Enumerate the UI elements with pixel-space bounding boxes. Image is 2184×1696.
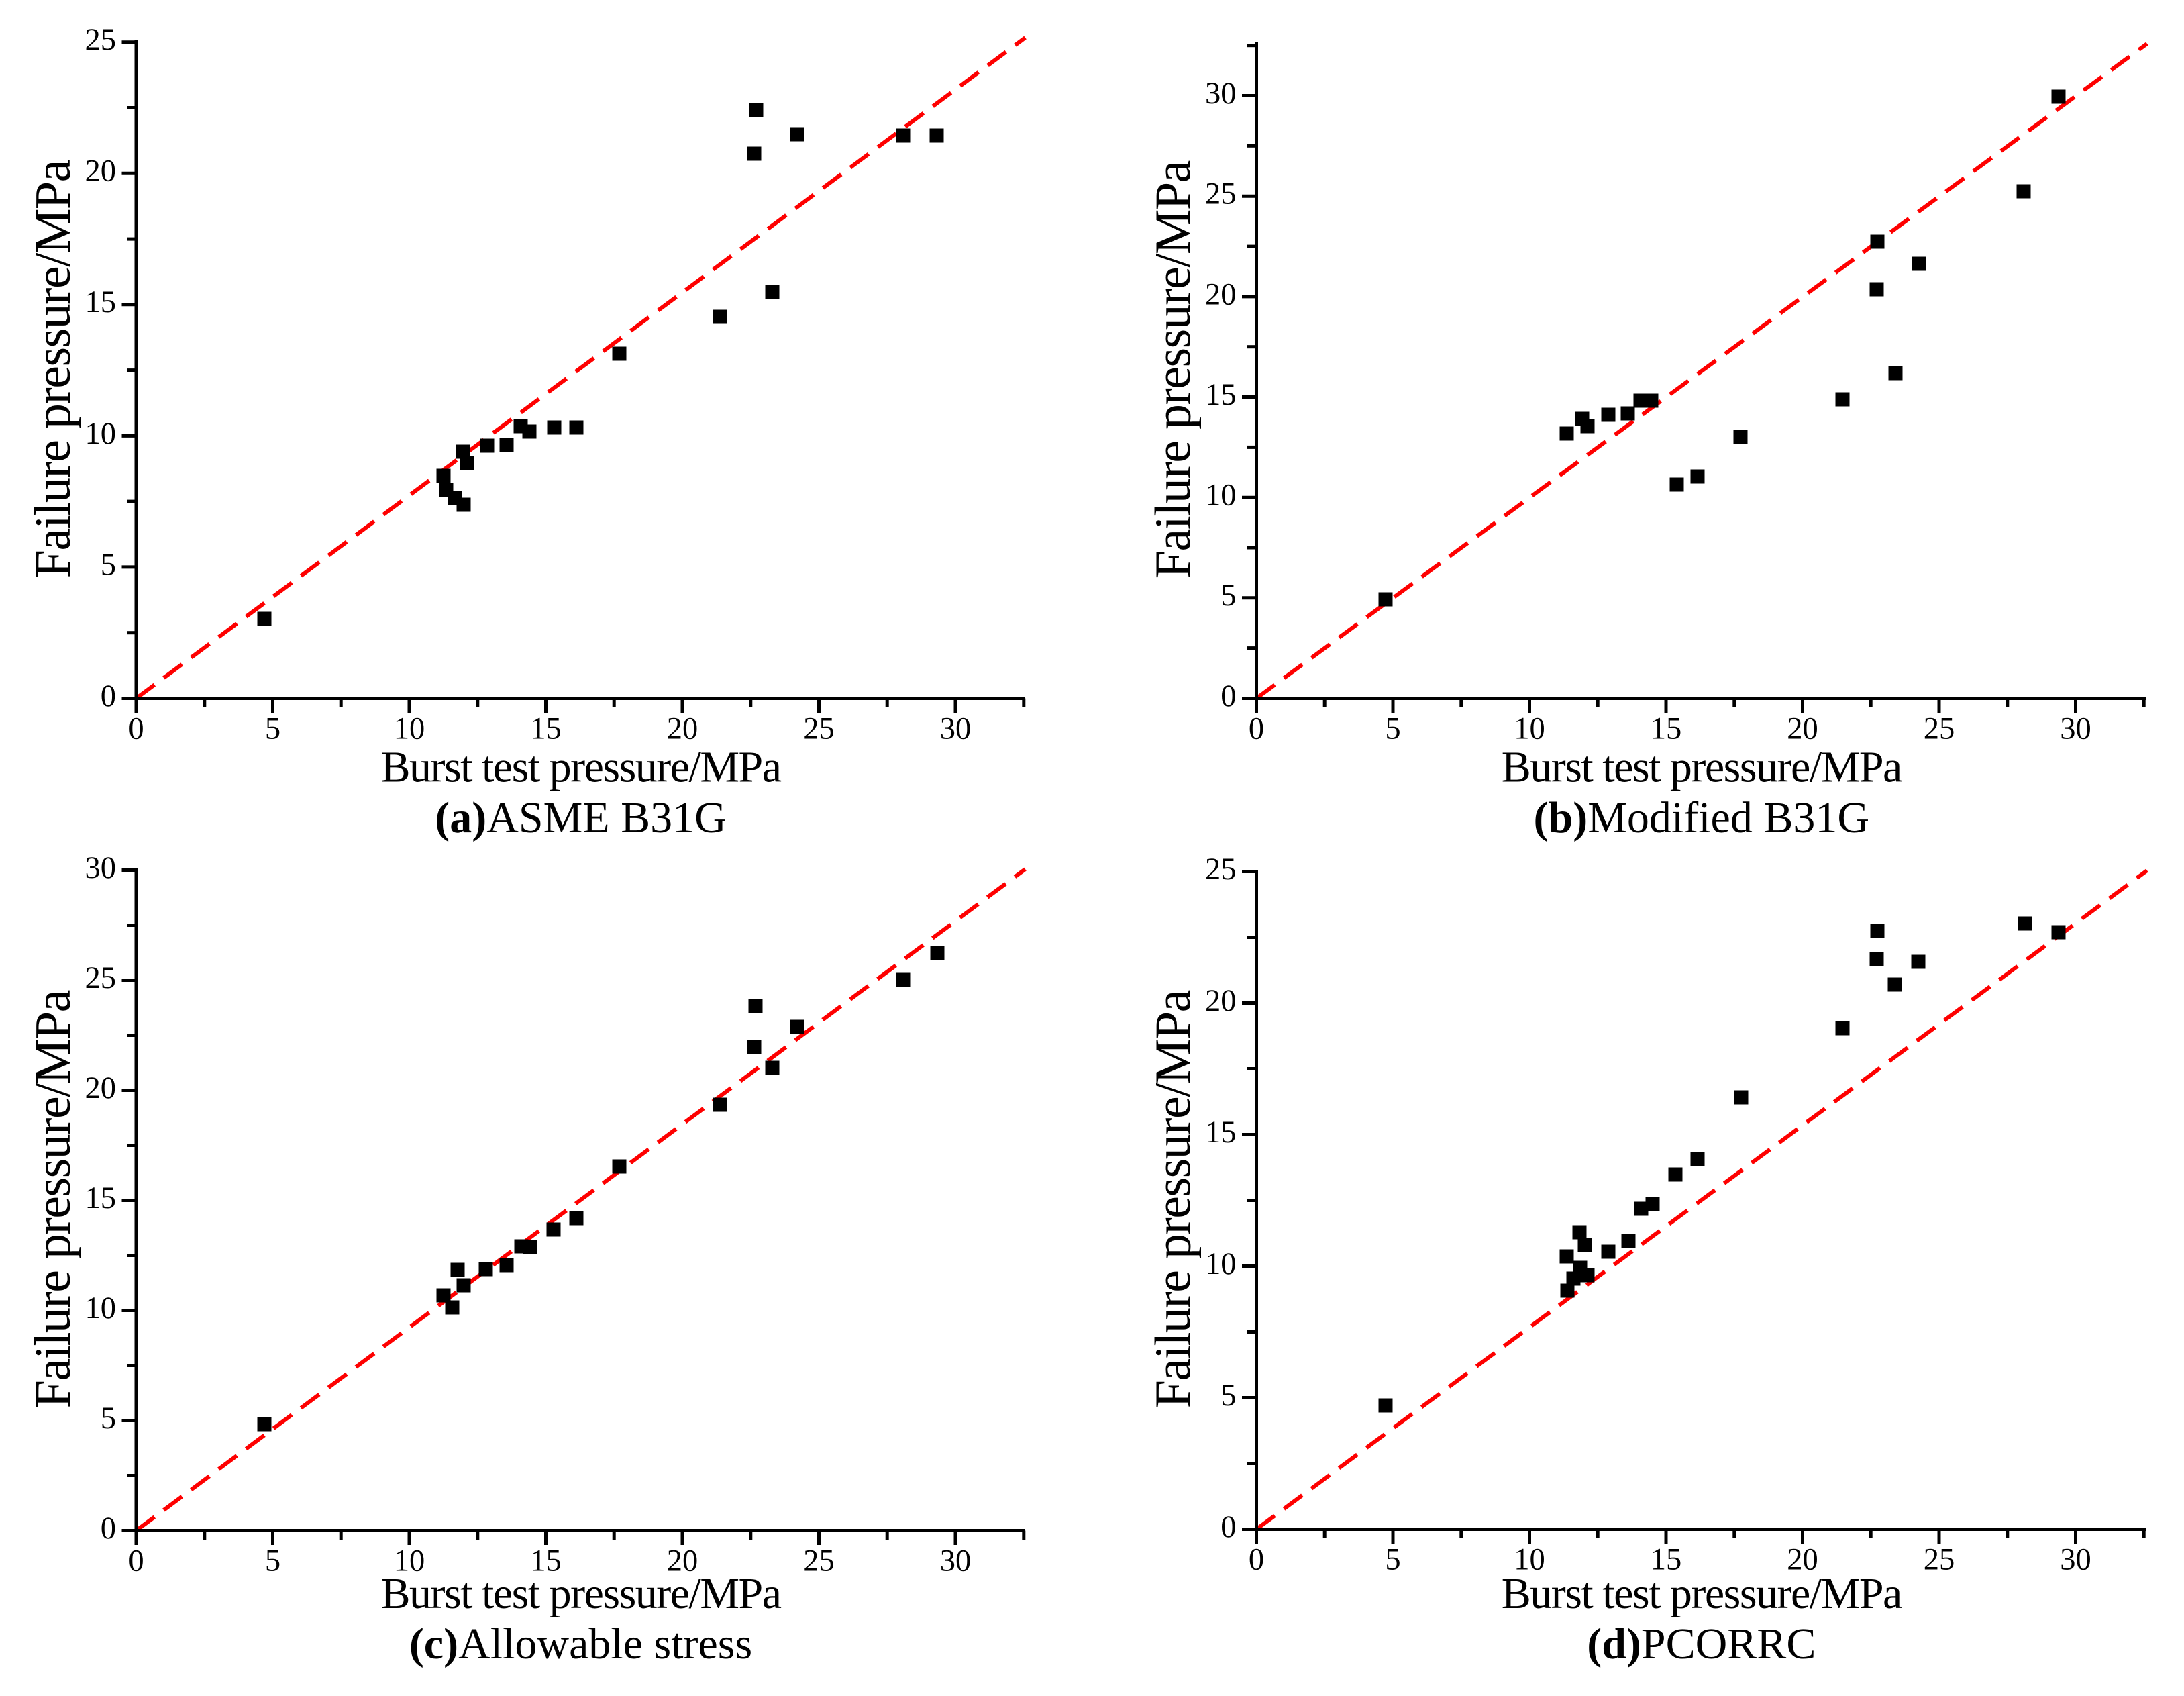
svg-text:30: 30 [940, 711, 972, 746]
svg-text:Failure pressure/MPa: Failure pressure/MPa [25, 160, 81, 578]
svg-text:Burst test pressure/MPa: Burst test pressure/MPa [380, 1569, 781, 1618]
svg-text:15: 15 [530, 1544, 562, 1578]
svg-text:30: 30 [940, 1544, 972, 1578]
svg-text:0: 0 [101, 1511, 116, 1546]
svg-text:5: 5 [1385, 1542, 1400, 1577]
svg-text:0: 0 [128, 1544, 144, 1578]
svg-text:20: 20 [667, 1544, 698, 1578]
svg-text:25: 25 [803, 711, 835, 746]
svg-text:15: 15 [1651, 1542, 1682, 1577]
svg-text:30: 30 [2060, 711, 2091, 746]
svg-text:30: 30 [85, 851, 117, 885]
svg-text:0: 0 [1220, 1510, 1236, 1544]
svg-text:0: 0 [1220, 679, 1236, 713]
svg-text:15: 15 [530, 711, 562, 746]
svg-text:25: 25 [1924, 711, 1955, 746]
svg-text:10: 10 [1514, 711, 1545, 746]
svg-text:10: 10 [85, 1291, 117, 1326]
svg-text:30: 30 [1205, 77, 1237, 111]
svg-text:20: 20 [1205, 984, 1237, 1018]
svg-text:20: 20 [1787, 711, 1818, 746]
svg-text:Failure pressure/MPa: Failure pressure/MPa [1145, 160, 1202, 579]
svg-text:10: 10 [394, 711, 425, 746]
svg-text:20: 20 [667, 711, 698, 746]
svg-text:20: 20 [85, 154, 117, 189]
svg-text:(d)PCORRC: (d)PCORRC [1587, 1619, 1816, 1668]
svg-text:Burst test pressure/MPa: Burst test pressure/MPa [380, 743, 781, 792]
svg-text:10: 10 [85, 417, 117, 451]
svg-text:(c)Allowable stress: (c)Allowable stress [409, 1619, 752, 1668]
svg-text:5: 5 [1220, 1379, 1236, 1413]
svg-text:25: 25 [1924, 1542, 1955, 1577]
svg-text:25: 25 [1205, 177, 1237, 211]
svg-text:Failure pressure/MPa: Failure pressure/MPa [25, 990, 81, 1408]
svg-text:15: 15 [1205, 1115, 1237, 1150]
svg-text:5: 5 [101, 548, 116, 582]
svg-text:25: 25 [803, 1544, 835, 1578]
svg-text:0: 0 [1249, 711, 1264, 746]
svg-text:0: 0 [101, 679, 116, 713]
svg-text:5: 5 [1220, 579, 1236, 613]
svg-text:Burst test pressure/MPa: Burst test pressure/MPa [1502, 1569, 1902, 1618]
svg-text:20: 20 [1205, 277, 1237, 311]
svg-text:10: 10 [1205, 479, 1237, 513]
svg-text:Burst test pressure/MPa: Burst test pressure/MPa [1502, 743, 1902, 792]
svg-text:0: 0 [1249, 1542, 1264, 1577]
svg-text:5: 5 [1385, 711, 1400, 746]
svg-text:10: 10 [1514, 1542, 1545, 1577]
svg-text:20: 20 [1787, 1542, 1818, 1577]
svg-text:15: 15 [85, 285, 117, 319]
svg-text:15: 15 [1651, 711, 1682, 746]
svg-text:(a)ASME B31G: (a)ASME B31G [435, 793, 727, 842]
svg-text:(b)Modified B31G: (b)Modified B31G [1534, 793, 1870, 842]
svg-text:25: 25 [85, 23, 117, 57]
svg-text:20: 20 [85, 1071, 117, 1105]
svg-text:25: 25 [1205, 852, 1237, 887]
svg-text:5: 5 [101, 1401, 116, 1436]
svg-text:10: 10 [394, 1544, 425, 1578]
svg-text:30: 30 [2060, 1542, 2091, 1577]
svg-text:5: 5 [265, 1544, 280, 1578]
svg-text:Failure pressure/MPa: Failure pressure/MPa [1145, 990, 1202, 1408]
svg-text:10: 10 [1205, 1247, 1237, 1281]
svg-text:15: 15 [85, 1181, 117, 1215]
svg-text:0: 0 [128, 711, 144, 746]
svg-text:15: 15 [1205, 378, 1237, 412]
svg-text:25: 25 [85, 961, 117, 995]
svg-text:5: 5 [265, 711, 280, 746]
